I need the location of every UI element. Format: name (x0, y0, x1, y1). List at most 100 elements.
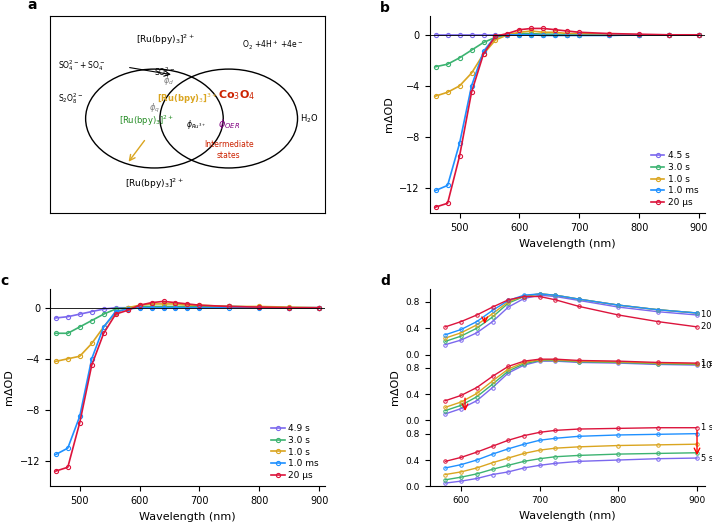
4.5 s (605, 32, 614, 38)
3.0 s (285, 304, 293, 311)
20 μs (225, 303, 234, 310)
20 μs (147, 300, 156, 306)
1.0 ms (635, 32, 644, 38)
3.0 s (147, 303, 156, 310)
1.0 s (515, 29, 523, 36)
1.0 s (315, 304, 323, 311)
4.9 s (75, 311, 84, 317)
Text: O$_2$ +4H$^+$ +4e$^-$: O$_2$ +4H$^+$ +4e$^-$ (243, 39, 304, 52)
1.0 s (479, 51, 488, 57)
1.0 ms (479, 48, 488, 54)
3.0 s (444, 61, 452, 67)
1.0 ms (467, 83, 476, 89)
1.0 s (225, 303, 234, 310)
Line: 3.0 s: 3.0 s (434, 31, 701, 69)
4.9 s (225, 303, 234, 310)
1.0 s (195, 302, 204, 309)
Y-axis label: mΔOD: mΔOD (384, 97, 394, 132)
Text: $\phi_{Ru^{3+}}$: $\phi_{Ru^{3+}}$ (186, 118, 206, 131)
20 μs (88, 362, 96, 368)
4.9 s (159, 304, 168, 310)
3.0 s (183, 303, 192, 310)
4.5 s (563, 32, 572, 38)
1.0 s (183, 302, 192, 309)
1.0 s (100, 324, 108, 330)
Text: b: b (380, 1, 390, 15)
Line: 20 μs: 20 μs (434, 26, 701, 209)
1.0 s (159, 301, 168, 307)
4.5 s (467, 32, 476, 38)
3.0 s (100, 311, 108, 317)
1.0 s (527, 28, 535, 34)
Text: [Ru(bpy)$_3$]$^{3+}$: [Ru(bpy)$_3$]$^{3+}$ (157, 92, 218, 106)
1.0 s (135, 302, 144, 309)
4.5 s (515, 32, 523, 38)
20 μs (171, 300, 179, 306)
4.5 s (539, 32, 548, 38)
1.0 ms (444, 182, 452, 188)
3.0 s (75, 324, 84, 330)
3.0 s (527, 30, 535, 37)
Y-axis label: mΔOD: mΔOD (4, 370, 14, 405)
20 μs (527, 25, 535, 31)
20 μs (563, 28, 572, 34)
Text: 10 ms: 10 ms (701, 360, 712, 370)
1.0 ms (563, 32, 572, 39)
20 μs (51, 468, 60, 474)
20 μs (539, 25, 548, 31)
1.0 s (431, 93, 440, 99)
20 μs (503, 30, 512, 37)
4.9 s (315, 304, 323, 311)
Text: [Ru(bpy)$_3$]$^{2+}$: [Ru(bpy)$_3$]$^{2+}$ (125, 177, 184, 191)
4.9 s (255, 304, 263, 310)
Text: S$_2$O$_8^{2-}$: S$_2$O$_8^{2-}$ (58, 92, 83, 106)
Legend: 4.5 s, 3.0 s, 1.0 s, 1.0 ms, 20 μs: 4.5 s, 3.0 s, 1.0 s, 1.0 ms, 20 μs (649, 150, 701, 209)
1.0 s (563, 30, 572, 37)
3.0 s (255, 304, 263, 310)
Text: a: a (28, 0, 37, 12)
20 μs (467, 89, 476, 95)
4.9 s (195, 304, 204, 310)
3.0 s (135, 303, 144, 310)
X-axis label: Wavelength (nm): Wavelength (nm) (139, 511, 236, 521)
3.0 s (575, 32, 584, 38)
4.5 s (479, 32, 488, 38)
1.0 s (285, 304, 293, 310)
1.0 ms (183, 304, 192, 311)
4.9 s (147, 304, 156, 310)
3.0 s (431, 64, 440, 70)
1.0 ms (147, 304, 156, 311)
3.0 s (159, 303, 168, 310)
3.0 s (51, 330, 60, 336)
1.0 ms (515, 32, 523, 38)
1.0 ms (63, 445, 72, 451)
3.0 s (479, 39, 488, 46)
1.0 ms (123, 306, 132, 312)
1.0 s (665, 32, 674, 38)
3.0 s (635, 32, 644, 38)
20 μs (635, 31, 644, 37)
1.0 s (111, 310, 120, 316)
4.9 s (111, 304, 120, 311)
1.0 s (171, 301, 179, 307)
Y-axis label: mΔOD: mΔOD (390, 370, 400, 405)
4.9 s (183, 304, 192, 310)
3.0 s (551, 31, 560, 37)
Text: $\phi_{OER}$: $\phi_{OER}$ (218, 118, 240, 131)
Text: [Ru(bpy)$_3$]$^{2+}$: [Ru(bpy)$_3$]$^{2+}$ (119, 113, 174, 128)
1.0 ms (255, 304, 263, 311)
4.5 s (527, 32, 535, 38)
Line: 4.9 s: 4.9 s (53, 304, 321, 320)
20 μs (159, 298, 168, 304)
1.0 ms (195, 304, 204, 311)
3.0 s (195, 303, 204, 310)
Legend: 4.9 s, 3.0 s, 1.0 s, 1.0 ms, 20 μs: 4.9 s, 3.0 s, 1.0 s, 1.0 ms, 20 μs (269, 423, 320, 482)
X-axis label: Wavelength (nm): Wavelength (nm) (519, 238, 616, 249)
3.0 s (455, 55, 464, 61)
3.0 s (491, 34, 500, 40)
4.5 s (575, 32, 584, 38)
1.0 s (63, 356, 72, 362)
20 μs (75, 419, 84, 426)
3.0 s (123, 304, 132, 311)
Text: Co$_3$O$_4$: Co$_3$O$_4$ (219, 88, 256, 101)
